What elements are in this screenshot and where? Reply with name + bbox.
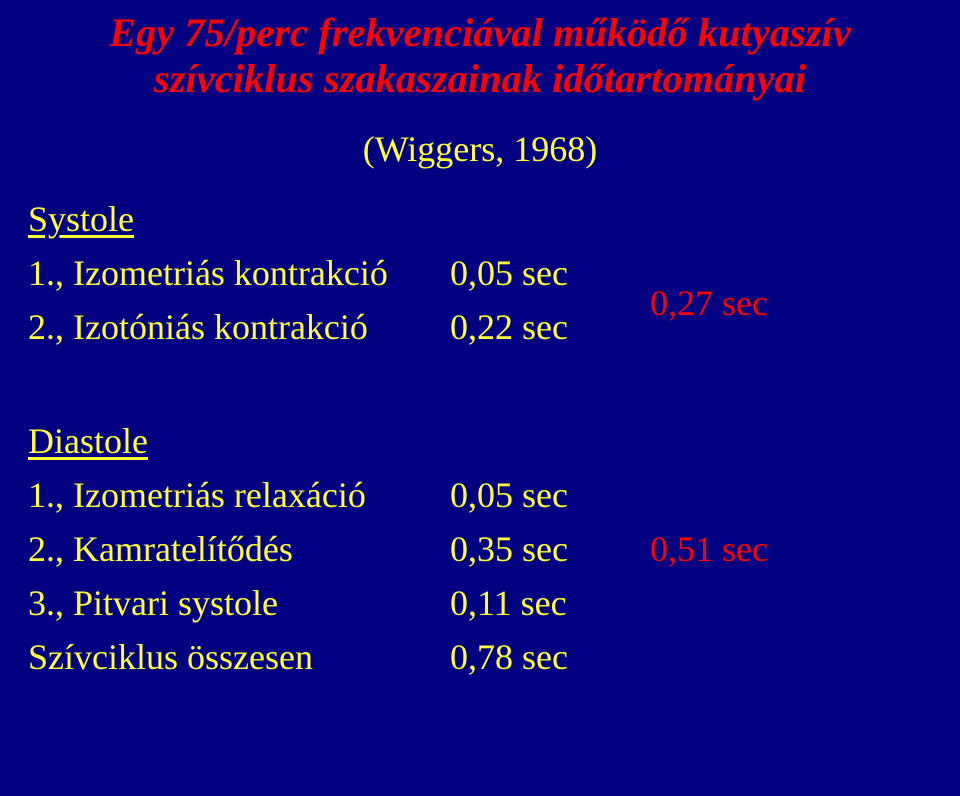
- systole-heading-row: Systole: [0, 198, 960, 240]
- systole-total: 0,27 sec: [650, 282, 900, 324]
- diastole-row-label: 2., Kamratelítődés: [0, 528, 450, 570]
- systole-row-value: 0,05 sec: [450, 252, 650, 294]
- diastole-row-value: 0,35 sec: [450, 528, 650, 570]
- systole-row: 2., Izotóniás kontrakció 0,22 sec 0,27 s…: [0, 306, 960, 348]
- diastole-total: 0,51 sec: [650, 528, 900, 570]
- diastole-block: Diastole 1., Izometriás relaxáció 0,05 s…: [0, 420, 960, 678]
- diastole-heading: Diastole: [28, 421, 148, 461]
- diastole-row-value: 0,05 sec: [450, 474, 650, 516]
- diastole-row: 2., Kamratelítődés 0,35 sec 0,51 sec: [0, 528, 960, 570]
- systole-row-label: 1., Izometriás kontrakció: [0, 252, 450, 294]
- systole-row-label: 2., Izotóniás kontrakció: [0, 306, 450, 348]
- grand-total-value: 0,78 sec: [450, 636, 650, 678]
- diastole-row: 3., Pitvari systole 0,11 sec: [0, 582, 960, 624]
- slide-title: Egy 75/perc frekvenciával működő kutyasz…: [0, 0, 960, 102]
- diastole-row-label: 1., Izometriás relaxáció: [0, 474, 450, 516]
- title-line-2: szívciklus szakaszainak időtartományai: [154, 56, 806, 101]
- citation: (Wiggers, 1968): [0, 128, 960, 170]
- systole-heading: Systole: [28, 199, 134, 239]
- diastole-heading-row: Diastole: [0, 420, 960, 462]
- title-line-1: Egy 75/perc frekvenciával működő kutyasz…: [109, 10, 851, 55]
- grand-total-label: Szívciklus összesen: [0, 636, 450, 678]
- systole-row-value: 0,22 sec: [450, 306, 650, 348]
- slide: Egy 75/perc frekvenciával működő kutyasz…: [0, 0, 960, 796]
- systole-block: Systole 1., Izometriás kontrakció 0,05 s…: [0, 198, 960, 348]
- diastole-row: 1., Izometriás relaxáció 0,05 sec: [0, 474, 960, 516]
- diastole-row-value: 0,11 sec: [450, 582, 650, 624]
- grand-total-row: Szívciklus összesen 0,78 sec: [0, 636, 960, 678]
- diastole-row-label: 3., Pitvari systole: [0, 582, 450, 624]
